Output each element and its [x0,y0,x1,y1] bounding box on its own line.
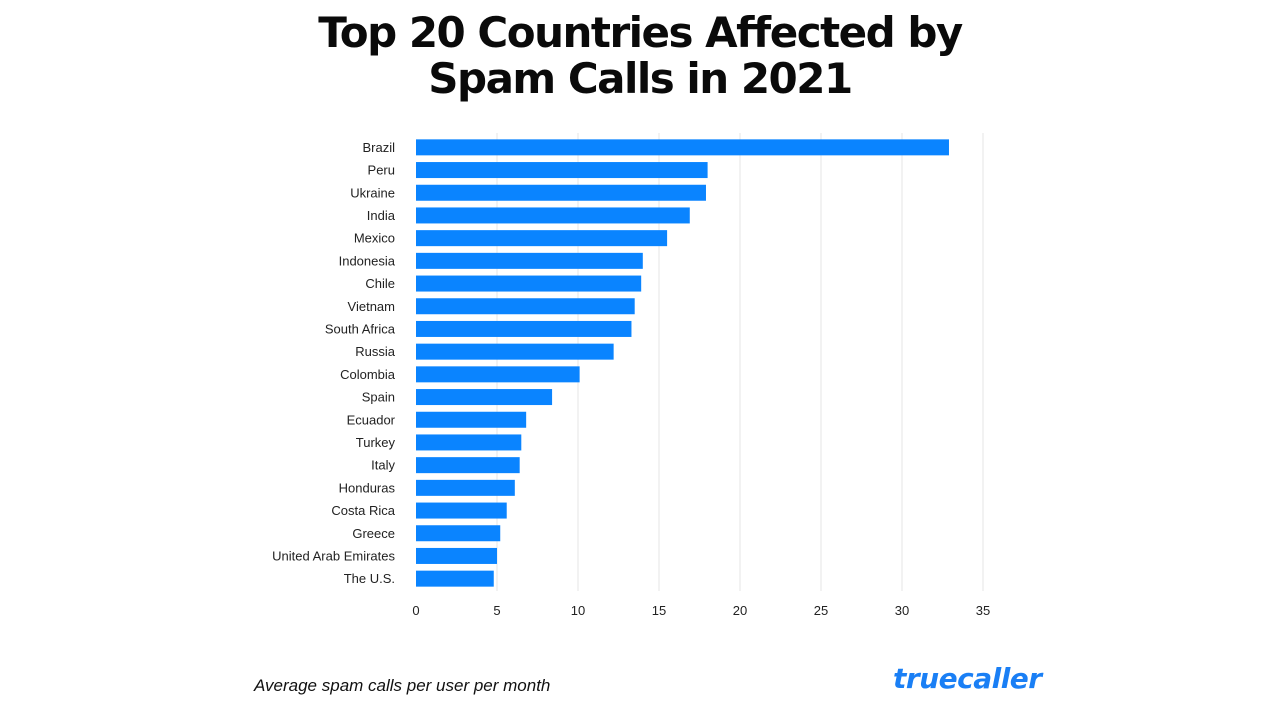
category-label: Chile [365,276,395,291]
chart-title-line-1: Top 20 Countries Affected by [318,8,963,57]
category-label: Mexico [354,231,395,246]
bar [416,320,632,337]
category-label: United Arab Emirates [272,548,395,563]
category-label: India [367,208,396,223]
bar [416,434,522,451]
category-label: Brazil [362,140,395,155]
bar [416,275,642,292]
bar [416,184,706,201]
category-label: Costa Rica [331,503,395,518]
bar [416,366,580,383]
category-label: Peru [368,163,395,178]
category-label: South Africa [325,321,396,336]
bar [416,411,527,428]
bar [416,162,708,179]
bar [416,502,507,519]
category-label: Indonesia [339,253,396,268]
bar [416,525,501,542]
bar [416,547,497,564]
bar [416,343,614,360]
bar [416,230,668,247]
x-tick-label: 25 [814,603,828,618]
bar [416,479,515,496]
bar [416,457,520,474]
category-label: Ecuador [347,412,396,427]
category-label: The U.S. [344,571,395,586]
bar [416,207,690,224]
category-label: Spain [362,390,395,405]
category-label: Honduras [339,480,396,495]
bar [416,389,553,406]
chart-title-line-2: Spam Calls in 2021 [428,54,853,103]
category-label: Vietnam [348,299,395,314]
footnote: Average spam calls per user per month [254,676,551,695]
chart-title: Top 20 Countries Affected by Spam Calls … [0,10,1280,102]
x-tick-label: 15 [652,603,666,618]
category-labels: Brazil Peru Ukraine India Mexico Indonesia Chi… [272,140,396,586]
category-label: Turkey [356,435,396,450]
x-axis-ticks: 0 5 10 15 20 25 30 35 [412,603,990,618]
x-tick-label: 35 [976,603,990,618]
x-tick-label: 30 [895,603,909,618]
category-label: Italy [371,458,395,473]
category-label: Russia [355,344,396,359]
category-label: Colombia [340,367,396,382]
x-tick-label: 10 [571,603,585,618]
bar [416,252,643,269]
bars [416,139,949,587]
x-tick-label: 20 [733,603,747,618]
gridlines [496,133,984,591]
bar [416,139,949,156]
truecaller-logo: truecaller [893,662,1042,695]
category-label: Ukraine [350,185,395,200]
x-tick-label: 5 [493,603,500,618]
bar [416,298,635,315]
bar [416,570,494,587]
x-tick-label: 0 [412,603,419,618]
category-label: Greece [352,526,395,541]
